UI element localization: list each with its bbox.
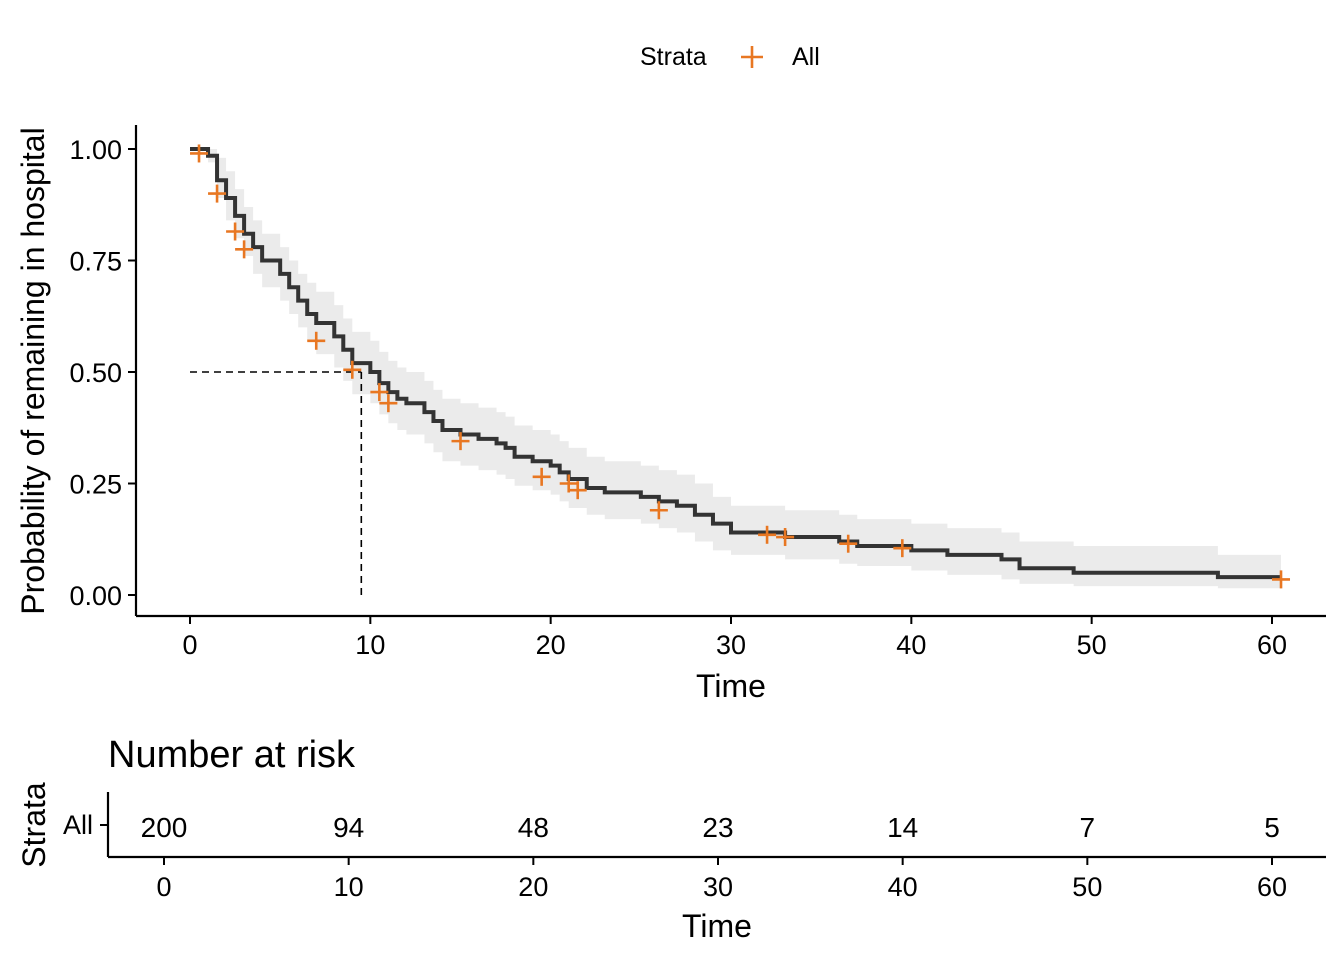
x-tick-label: 60 bbox=[1257, 630, 1287, 660]
median-reference-lines bbox=[190, 371, 363, 595]
risk-x-tick-label: 50 bbox=[1072, 872, 1102, 902]
x-axis-title: Time bbox=[696, 668, 766, 704]
censor-mark bbox=[379, 394, 398, 413]
censor-mark bbox=[451, 432, 470, 451]
risk-x-tick-label: 0 bbox=[156, 872, 171, 902]
censor-mark bbox=[758, 525, 777, 544]
risk-table-counts: 200 94 48 23 14 7 5 bbox=[141, 812, 1280, 843]
legend-title: Strata bbox=[640, 43, 707, 71]
y-axis-title: Probability of remaining in hospital bbox=[15, 127, 51, 614]
censor-mark bbox=[343, 360, 362, 379]
risk-x-tick-label: 40 bbox=[888, 872, 918, 902]
y-tick-label: 1.00 bbox=[69, 135, 122, 165]
risk-table-row-label: All bbox=[63, 810, 93, 840]
risk-count: 7 bbox=[1080, 812, 1096, 843]
censor-mark bbox=[235, 240, 254, 259]
risk-table-axes: 0 10 20 30 40 50 60 bbox=[100, 792, 1326, 902]
censor-mark bbox=[1272, 570, 1291, 589]
x-tick-label: 0 bbox=[182, 630, 197, 660]
risk-count: 200 bbox=[141, 812, 188, 843]
x-tick-label: 20 bbox=[536, 630, 566, 660]
censor-mark bbox=[568, 481, 587, 500]
risk-table-title: Number at risk bbox=[108, 734, 356, 776]
risk-table: Number at risk Strata All 0 10 20 30 40 50 60 … bbox=[16, 734, 1326, 944]
risk-count: 5 bbox=[1264, 812, 1280, 843]
y-tick-label: 0.50 bbox=[69, 358, 122, 388]
legend-censor-icon bbox=[741, 46, 763, 68]
risk-table-y-title: Strata bbox=[16, 782, 52, 868]
legend-label: All bbox=[792, 43, 820, 71]
x-tick-label: 50 bbox=[1077, 630, 1107, 660]
x-tick-label: 10 bbox=[355, 630, 385, 660]
risk-count: 14 bbox=[887, 812, 918, 843]
censor-mark bbox=[208, 184, 227, 203]
censor-marks bbox=[190, 144, 1291, 589]
censor-mark bbox=[559, 474, 578, 493]
risk-x-tick-label: 30 bbox=[703, 872, 733, 902]
risk-x-tick-label: 20 bbox=[518, 872, 548, 902]
survival-curve-all bbox=[190, 147, 1282, 580]
censor-mark bbox=[893, 539, 912, 558]
risk-count: 23 bbox=[702, 812, 733, 843]
censor-mark bbox=[532, 467, 551, 486]
censor-mark bbox=[226, 222, 245, 241]
km-plot: 0.00 0.25 0.50 0.75 1.00 0 10 20 30 40 50 60 Time P… bbox=[15, 125, 1326, 704]
y-tick-label: 0.25 bbox=[69, 470, 122, 500]
risk-x-tick-label: 60 bbox=[1257, 872, 1287, 902]
censor-mark bbox=[839, 534, 858, 553]
risk-count: 48 bbox=[518, 812, 549, 843]
censor-mark bbox=[190, 144, 209, 163]
x-tick-label: 40 bbox=[896, 630, 926, 660]
main-axes: 0.00 0.25 0.50 0.75 1.00 0 10 20 30 40 50 60 bbox=[69, 125, 1326, 660]
censor-mark bbox=[370, 383, 389, 402]
risk-count: 94 bbox=[333, 812, 364, 843]
y-tick-label: 0.75 bbox=[69, 247, 122, 277]
risk-table-x-title: Time bbox=[682, 908, 752, 944]
risk-x-tick-label: 10 bbox=[334, 872, 364, 902]
censor-mark bbox=[649, 501, 668, 520]
legend: Strata All bbox=[640, 43, 820, 71]
censor-mark bbox=[776, 528, 795, 547]
x-tick-label: 30 bbox=[716, 630, 746, 660]
censor-mark bbox=[307, 331, 326, 350]
y-tick-label: 0.00 bbox=[69, 581, 122, 611]
